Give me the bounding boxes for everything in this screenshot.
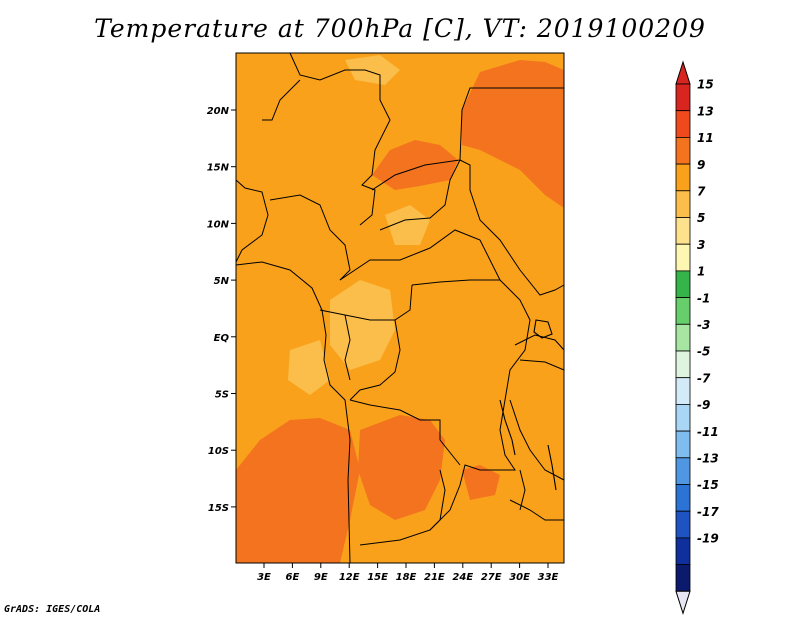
warm-region-angola xyxy=(358,415,445,520)
longitude-axis: 3E 6E 9E 12E 15E 18E 21E 24E 27E 30E 33E xyxy=(257,563,559,583)
warm-regions xyxy=(236,60,564,563)
colorbar-label: -5 xyxy=(697,345,710,359)
colorbar-segment xyxy=(675,484,691,512)
colorbar-segment xyxy=(675,537,691,566)
colorbar-segment xyxy=(675,270,691,298)
lat-label: 20N xyxy=(207,106,230,117)
colorbar: 15 13 11 9 7 5 3 1 -1 -3 -5 -7 -9 -11 -13 -15 -17 -19 xyxy=(675,60,719,615)
warm-region-northeast xyxy=(462,60,564,208)
colorbar-segment xyxy=(675,83,691,112)
colorbar-segment xyxy=(675,457,691,485)
colorbar-segment xyxy=(675,190,691,218)
lon-label: 30E xyxy=(509,572,530,583)
colorbar-segment xyxy=(675,217,691,245)
colorbar-label: 13 xyxy=(697,104,714,118)
mild-region-north xyxy=(345,55,400,85)
border-sudan xyxy=(459,159,565,296)
colorbar-label: 11 xyxy=(697,131,714,145)
colorbar-label: -17 xyxy=(697,505,719,519)
warm-region-zambia xyxy=(462,465,500,500)
colorbar-label: 9 xyxy=(697,158,705,172)
credit-label: GrADS: IGES/COLA xyxy=(4,604,101,615)
lat-label: 10S xyxy=(208,446,229,457)
lake-malawi xyxy=(547,444,557,491)
colorbar-segment xyxy=(675,323,691,352)
lon-label: 12E xyxy=(339,572,360,583)
lon-label: 15E xyxy=(367,572,388,583)
colorbar-segment xyxy=(675,163,691,192)
lon-label: 24E xyxy=(452,572,473,583)
colorbar-segment xyxy=(675,297,691,325)
lon-label: 9E xyxy=(314,572,328,583)
colorbar-segment xyxy=(675,136,691,165)
border-chad-car xyxy=(379,159,461,231)
colorbar-label: -11 xyxy=(697,425,719,439)
colorbar-label: -3 xyxy=(697,318,710,332)
lat-label: EQ xyxy=(214,333,230,344)
colorbar-segment xyxy=(675,110,691,138)
lake-victoria xyxy=(533,319,553,339)
colorbar-label: 1 xyxy=(697,265,705,279)
map-frame xyxy=(235,52,565,564)
mild-regions xyxy=(288,55,430,395)
colorbar-top-tip xyxy=(675,60,691,85)
lat-label: 15S xyxy=(208,503,229,514)
colorbar-segment xyxy=(675,430,691,459)
lon-label: 3E xyxy=(257,572,271,583)
colorbar-label: -9 xyxy=(697,398,710,412)
colorbar-label: -13 xyxy=(697,452,719,466)
colorbar-segment xyxy=(675,510,691,539)
warm-region-southwest xyxy=(236,418,360,563)
colorbar-label: 5 xyxy=(697,211,705,225)
colorbar-segment xyxy=(675,377,691,405)
lon-label: 33E xyxy=(538,572,559,583)
border-drc-angola xyxy=(349,399,461,466)
warm-region-sahel xyxy=(372,140,458,190)
lon-label: 18E xyxy=(396,572,417,583)
colorbar-label: -19 xyxy=(697,532,719,546)
lon-label: 27E xyxy=(481,572,502,583)
mild-region-car xyxy=(385,205,430,245)
latitude-axis: 20N 15N 10N 5N EQ 5S 10S 15S xyxy=(207,106,236,514)
country-borders xyxy=(235,52,565,564)
lat-label: 15N xyxy=(207,163,230,174)
colorbar-segment xyxy=(675,243,691,272)
border-car-south xyxy=(339,229,501,286)
colorbar-label: -15 xyxy=(697,478,719,492)
lakes xyxy=(499,319,557,491)
border-gabon-congo xyxy=(319,284,413,381)
border-congo-drc xyxy=(349,319,401,401)
colorbar-segment xyxy=(675,350,691,379)
border-angola-zambia xyxy=(429,469,446,531)
colorbar-bottom-tip xyxy=(675,590,691,615)
lat-label: 5N xyxy=(214,276,230,287)
lon-label: 6E xyxy=(286,572,300,583)
border-east-lakes xyxy=(509,334,565,481)
coastline-west xyxy=(235,179,351,564)
map-panel xyxy=(235,52,565,564)
lon-label: 21E xyxy=(424,572,445,583)
map-title: Temperature at 700hPa [C], VT: 201910020… xyxy=(94,14,706,43)
colorbar-label: 3 xyxy=(697,238,705,252)
mild-region-cameroon xyxy=(330,280,395,370)
border-north-2 xyxy=(262,79,301,121)
colorbar-label: -1 xyxy=(697,291,710,305)
lake-tanganyika xyxy=(499,399,516,456)
lat-label: 5S xyxy=(215,390,229,401)
colorbar-label: 7 xyxy=(697,185,706,199)
colorbar-segment xyxy=(675,403,691,432)
lat-label: 10N xyxy=(207,219,230,230)
border-east-south xyxy=(509,469,564,521)
colorbar-segment xyxy=(675,564,691,592)
colorbar-label: 15 xyxy=(697,78,714,92)
colorbar-label: -7 xyxy=(697,371,711,385)
border-nigeria-cameroon xyxy=(269,194,351,281)
mild-region-congo xyxy=(288,340,330,395)
